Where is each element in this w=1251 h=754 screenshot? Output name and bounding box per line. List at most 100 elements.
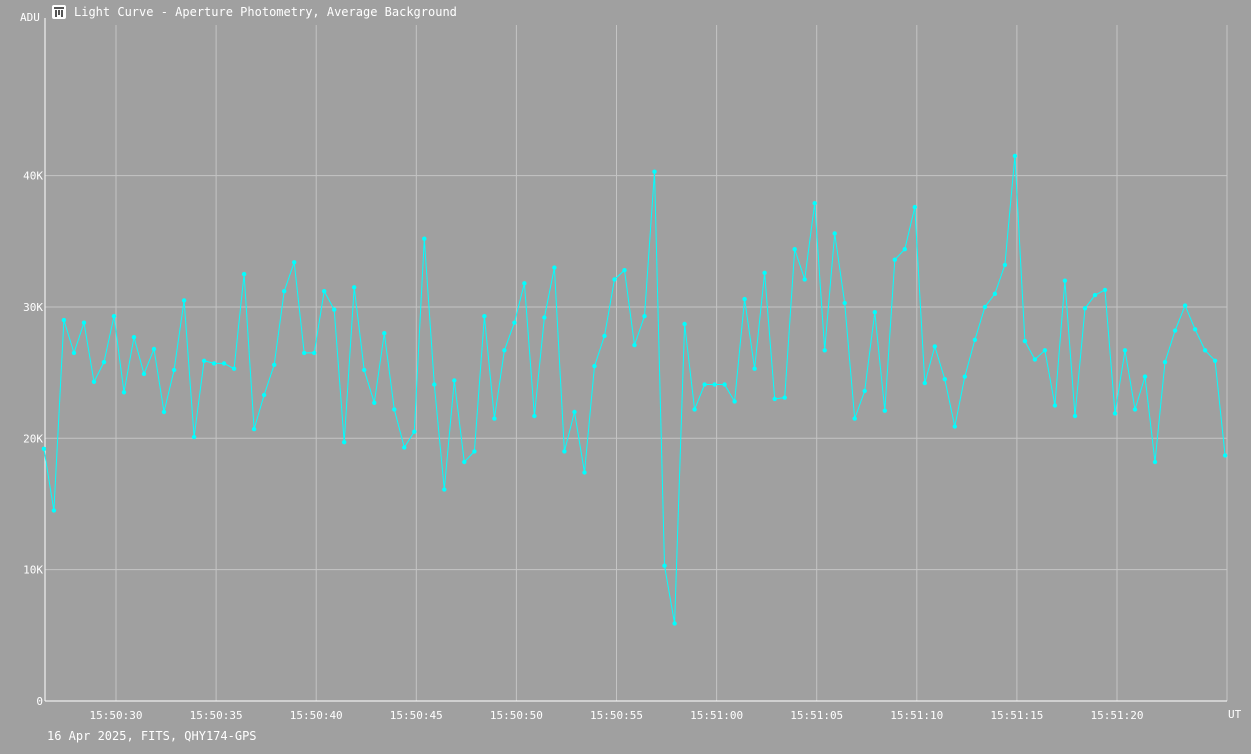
x-tick-label: 15:51:00 — [690, 709, 743, 722]
data-point — [272, 362, 277, 367]
data-point — [722, 382, 727, 387]
data-point — [312, 350, 317, 356]
data-point — [221, 361, 227, 366]
data-point — [582, 470, 587, 475]
data-point — [672, 621, 677, 626]
data-point — [71, 350, 77, 356]
x-tick-label: 15:50:50 — [490, 709, 543, 722]
data-point — [51, 508, 57, 513]
series-line — [43, 155, 1226, 624]
y-tick-label: 30K — [23, 301, 43, 314]
chart-footer-info: 16 Apr 2025, FITS, QHY174-GPS — [47, 729, 257, 743]
data-point — [1042, 348, 1048, 353]
data-point — [702, 382, 707, 387]
data-point — [822, 348, 827, 353]
data-point — [141, 371, 147, 377]
data-point — [121, 390, 127, 395]
chart-series — [41, 153, 1228, 626]
data-point — [522, 281, 527, 286]
data-point — [362, 367, 367, 373]
x-tick-label: 15:50:45 — [390, 709, 443, 722]
data-point — [61, 317, 67, 323]
data-point — [862, 388, 867, 394]
data-point — [512, 320, 517, 325]
data-point — [1102, 287, 1108, 293]
data-point — [241, 271, 247, 277]
x-tick-label: 15:51:05 — [790, 709, 843, 722]
x-tick-label: 15:50:55 — [590, 709, 643, 722]
data-point — [712, 382, 717, 387]
data-point — [302, 350, 307, 356]
data-point — [662, 563, 667, 568]
data-point — [552, 265, 557, 270]
data-point — [632, 342, 637, 348]
y-tick-label: 10K — [23, 564, 43, 577]
data-point — [752, 366, 757, 371]
data-point — [442, 487, 447, 492]
data-point — [1012, 153, 1018, 159]
chart-grid — [45, 25, 1228, 701]
data-point — [692, 407, 697, 412]
light-curve-app-icon[interactable] — [52, 5, 66, 19]
data-point — [742, 296, 747, 302]
data-point — [1112, 411, 1118, 416]
data-point — [962, 374, 967, 379]
data-point — [81, 320, 87, 325]
data-point — [1052, 403, 1058, 408]
data-point — [602, 333, 607, 339]
data-point — [322, 289, 327, 294]
data-point — [342, 440, 347, 445]
data-point — [612, 277, 617, 282]
x-tick-label: 15:50:40 — [290, 709, 343, 722]
data-point — [1032, 357, 1038, 362]
data-point — [922, 380, 927, 386]
data-point — [1172, 328, 1178, 333]
x-tick-label: 15:50:35 — [190, 709, 243, 722]
data-point — [332, 307, 337, 312]
data-point — [832, 231, 837, 236]
data-point — [532, 413, 537, 419]
data-point — [912, 204, 917, 210]
data-point — [592, 363, 597, 369]
data-point — [151, 346, 157, 352]
data-point — [802, 277, 807, 282]
data-point — [852, 416, 857, 421]
x-tick-label: 15:50:30 — [90, 709, 143, 722]
x-tick-label: 15:51:10 — [890, 709, 943, 722]
x-tick-label: 15:51:15 — [990, 709, 1043, 722]
data-point — [452, 378, 457, 383]
data-point — [902, 247, 907, 252]
data-point — [502, 348, 507, 353]
data-point — [412, 429, 417, 434]
data-point — [251, 426, 257, 432]
data-point — [842, 300, 847, 306]
data-point — [282, 289, 287, 294]
x-tick-label: 15:51:20 — [1091, 709, 1144, 722]
data-point — [261, 392, 267, 398]
data-point — [111, 314, 117, 319]
data-point — [171, 367, 177, 373]
data-point — [472, 449, 477, 454]
data-point — [41, 446, 47, 451]
data-point — [882, 408, 887, 413]
window-title: Light Curve - Aperture Photometry, Avera… — [74, 5, 457, 19]
data-point — [492, 416, 497, 421]
data-point — [482, 314, 487, 319]
data-point — [211, 361, 217, 366]
y-tick-label: 40K — [23, 170, 43, 183]
data-point — [231, 366, 237, 371]
window-title-bar: Light Curve - Aperture Photometry, Avera… — [52, 3, 457, 21]
data-point — [1072, 413, 1078, 419]
data-point — [1062, 278, 1068, 283]
data-point — [1152, 459, 1158, 465]
data-point — [181, 298, 187, 303]
data-point — [422, 236, 427, 241]
data-point — [872, 310, 877, 315]
data-point — [1022, 338, 1028, 344]
data-point — [942, 377, 947, 382]
data-point — [1162, 359, 1168, 365]
data-point — [972, 337, 978, 342]
data-point — [1122, 348, 1128, 353]
data-point — [682, 321, 687, 327]
